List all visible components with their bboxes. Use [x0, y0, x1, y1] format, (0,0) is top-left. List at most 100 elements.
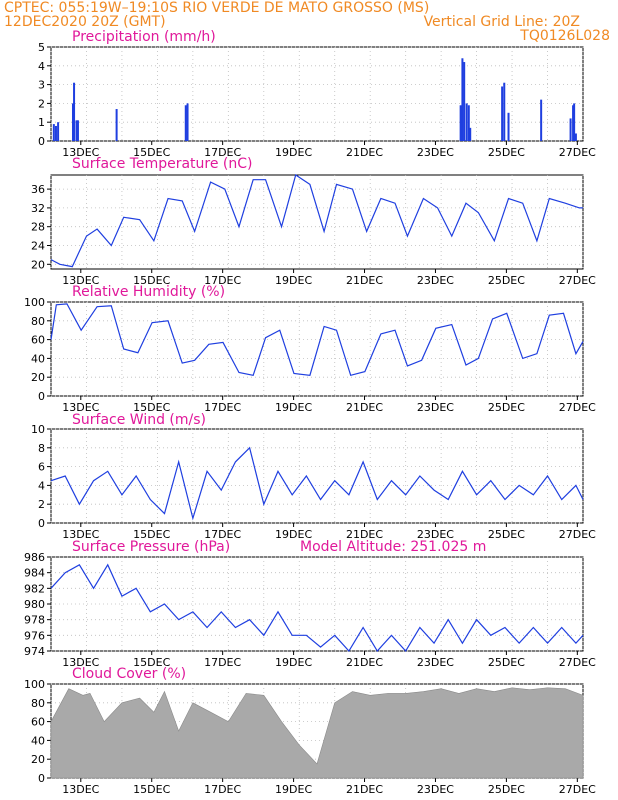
precip-bar	[52, 124, 55, 141]
y-tick-label: 0	[38, 390, 45, 403]
precip-bar	[572, 105, 575, 141]
pressure-panel: 974 976 978 980 982 984 986 13DEC 15DEC 17DEC 19DE…	[24, 551, 596, 669]
y-tick-label: 40	[31, 734, 45, 747]
x-tick-label: 19DEC	[275, 656, 312, 669]
y-tick-label: 2	[38, 97, 45, 110]
x-tick-label: 13DEC	[62, 274, 99, 287]
y-tick-label: 10	[31, 423, 45, 436]
temperature-line	[50, 174, 583, 268]
precip-bar	[463, 62, 466, 141]
precip-bar	[569, 118, 572, 141]
y-tick-label: 80	[31, 697, 45, 710]
y-tick-label: 980	[24, 598, 45, 611]
x-tick-label: 17DEC	[204, 528, 241, 541]
y-tick-label: 5	[38, 41, 45, 54]
humidity-line	[50, 303, 584, 377]
y-tick-label: 1	[38, 116, 45, 129]
temperature-title: Surface Temperature (nC)	[72, 156, 253, 172]
precip-bar	[574, 133, 577, 141]
precip-bar	[503, 82, 506, 141]
y-tick-label: 6	[38, 461, 45, 474]
precip-bar	[465, 103, 468, 141]
model-altitude-label: Model Altitude: 251.025 m	[300, 539, 486, 555]
y-tick-label: 100	[24, 296, 45, 309]
x-tick-label: 19DEC	[275, 783, 312, 796]
x-tick-label: 19DEC	[275, 146, 312, 159]
precip-bar	[76, 120, 79, 141]
y-tick-label: 4	[38, 479, 45, 492]
y-tick-label: 32	[31, 202, 45, 215]
x-tick-label: 23DEC	[417, 783, 454, 796]
x-tick-label: 19DEC	[275, 401, 312, 414]
header-station-line: CPTEC: 055:19W–19:10S RIO VERDE DE MATO …	[4, 0, 429, 16]
y-tick-label: 982	[24, 582, 45, 595]
y-tick-label: 36	[31, 183, 45, 196]
x-tick-label: 17DEC	[204, 146, 241, 159]
y-tick-label: 80	[31, 315, 45, 328]
y-tick-label: 986	[24, 551, 45, 564]
y-tick-label: 3	[38, 79, 45, 92]
x-tick-label: 25DEC	[488, 146, 525, 159]
y-tick-label: 0	[38, 772, 45, 785]
x-tick-label: 15DEC	[133, 528, 170, 541]
x-tick-label: 15DEC	[133, 274, 170, 287]
header-model-code: TQ0126L028	[519, 28, 610, 44]
wind-panel: 0 2 4 6 8 10 13DEC 15DEC 17DEC 19DEC 21DEC 23DEC 25D…	[31, 423, 596, 541]
y-tick-label: 60	[31, 334, 45, 347]
y-tick-label: 100	[24, 678, 45, 691]
y-tick-label: 0	[38, 135, 45, 148]
cloud-cover-area	[50, 687, 584, 779]
x-tick-label: 27DEC	[559, 146, 596, 159]
y-tick-label: 2	[38, 498, 45, 511]
pressure-line	[50, 563, 584, 653]
x-tick-label: 17DEC	[204, 401, 241, 414]
x-tick-label: 25DEC	[488, 401, 525, 414]
x-tick-label: 15DEC	[133, 783, 170, 796]
precip-bar	[75, 120, 78, 141]
y-tick-label: 60	[31, 716, 45, 729]
precip-bar	[501, 86, 504, 141]
panel-frame	[50, 428, 584, 524]
y-tick-label: 20	[31, 753, 45, 766]
x-tick-label: 21DEC	[346, 401, 383, 414]
precip-bar	[573, 103, 576, 141]
cloud-panel: 0 20 40 60 80 100 13DEC 15DEC 17DEC 19DEC 21DEC 23D…	[24, 678, 596, 796]
x-tick-label: 25DEC	[488, 656, 525, 669]
precip-bar	[540, 99, 543, 141]
x-tick-label: 21DEC	[346, 274, 383, 287]
panel-frame	[50, 46, 584, 142]
x-tick-label: 23DEC	[417, 528, 454, 541]
precip-bar	[459, 105, 462, 141]
x-tick-label: 25DEC	[488, 528, 525, 541]
x-tick-label: 21DEC	[346, 528, 383, 541]
x-tick-label: 17DEC	[204, 783, 241, 796]
x-tick-label: 25DEC	[488, 783, 525, 796]
x-tick-label: 27DEC	[559, 401, 596, 414]
wind-title: Surface Wind (m/s)	[72, 412, 206, 428]
y-tick-label: 974	[24, 645, 45, 658]
humidity-title: Relative Humidity (%)	[72, 284, 225, 300]
panel-frame	[50, 174, 584, 270]
y-tick-label: 20	[31, 371, 45, 384]
x-tick-label: 19DEC	[275, 274, 312, 287]
precip-bar	[186, 103, 189, 141]
precip-bar	[467, 105, 470, 141]
x-tick-label: 17DEC	[204, 656, 241, 669]
x-tick-label: 23DEC	[417, 656, 454, 669]
y-tick-label: 4	[38, 60, 45, 73]
y-tick-label: 28	[31, 221, 45, 234]
x-tick-label: 15DEC	[133, 146, 170, 159]
x-tick-label: 23DEC	[417, 274, 454, 287]
y-tick-label: 8	[38, 442, 45, 455]
x-tick-label: 27DEC	[559, 656, 596, 669]
wind-line	[50, 446, 584, 521]
x-tick-label: 23DEC	[417, 146, 454, 159]
x-tick-label: 13DEC	[62, 528, 99, 541]
panels: 0 1 2 3 4 5 13DEC 15DEC 17DEC 19DEC 21DEC 23DEC 25DE…	[24, 41, 596, 796]
precipitation-title: Precipitation (mm/h)	[72, 29, 216, 45]
x-tick-label: 13DEC	[62, 146, 99, 159]
x-tick-label: 17DEC	[204, 274, 241, 287]
x-tick-label: 19DEC	[275, 528, 312, 541]
precip-bar	[461, 58, 464, 141]
